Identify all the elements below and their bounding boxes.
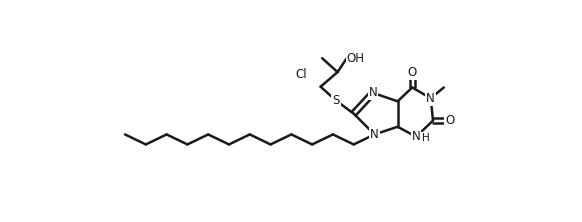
Text: OH: OH xyxy=(347,52,365,65)
Text: N: N xyxy=(411,130,420,143)
Text: N: N xyxy=(427,92,435,105)
Text: S: S xyxy=(332,94,340,107)
Text: N: N xyxy=(368,86,377,99)
Text: N: N xyxy=(370,128,379,141)
Text: Cl: Cl xyxy=(295,68,307,81)
Text: O: O xyxy=(407,66,417,79)
Text: O: O xyxy=(445,114,455,127)
Text: H: H xyxy=(422,133,430,143)
